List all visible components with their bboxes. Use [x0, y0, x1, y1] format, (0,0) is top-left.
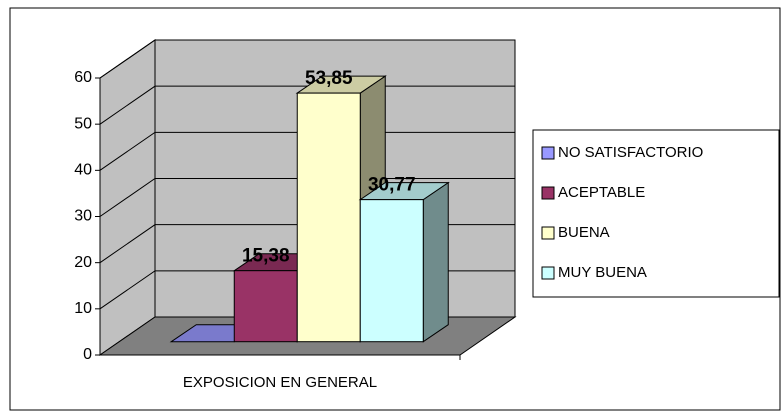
bar-front: [296, 92, 361, 343]
legend-label: NO SATISFACTORIO: [558, 144, 703, 161]
bar-front: [359, 199, 424, 343]
legend-box: [532, 129, 780, 298]
grid-line: [99, 131, 515, 171]
legend-swatch: [541, 226, 555, 240]
grid-line: [99, 85, 515, 125]
bar-front: [233, 270, 298, 343]
x-tick-label: EXPOSICION EN GENERAL: [183, 374, 377, 391]
y-tick-label: 10: [74, 300, 92, 317]
y-tick-label: 0: [83, 346, 92, 363]
grid-line: [99, 178, 515, 217]
bar-side: [422, 181, 449, 343]
y-tick-label: 20: [74, 254, 92, 271]
legend-swatch: [541, 146, 555, 160]
data-label: 15,38: [242, 246, 290, 267]
legend-label: ACEPTABLE: [558, 184, 645, 201]
legend-swatch: [541, 266, 555, 280]
legend-label: BUENA: [558, 224, 610, 241]
y-tick-label: 40: [74, 162, 92, 179]
bar: [358, 181, 450, 343]
grid-line: [99, 39, 515, 79]
legend-label: MUY BUENA: [558, 264, 647, 281]
y-tick-label: 50: [74, 115, 92, 132]
y-tick-label: 60: [74, 69, 92, 86]
data-label: 53,85: [305, 68, 353, 89]
data-label: 30,77: [368, 175, 416, 196]
y-tick-label: 30: [74, 208, 92, 225]
legend-swatch: [541, 186, 555, 200]
